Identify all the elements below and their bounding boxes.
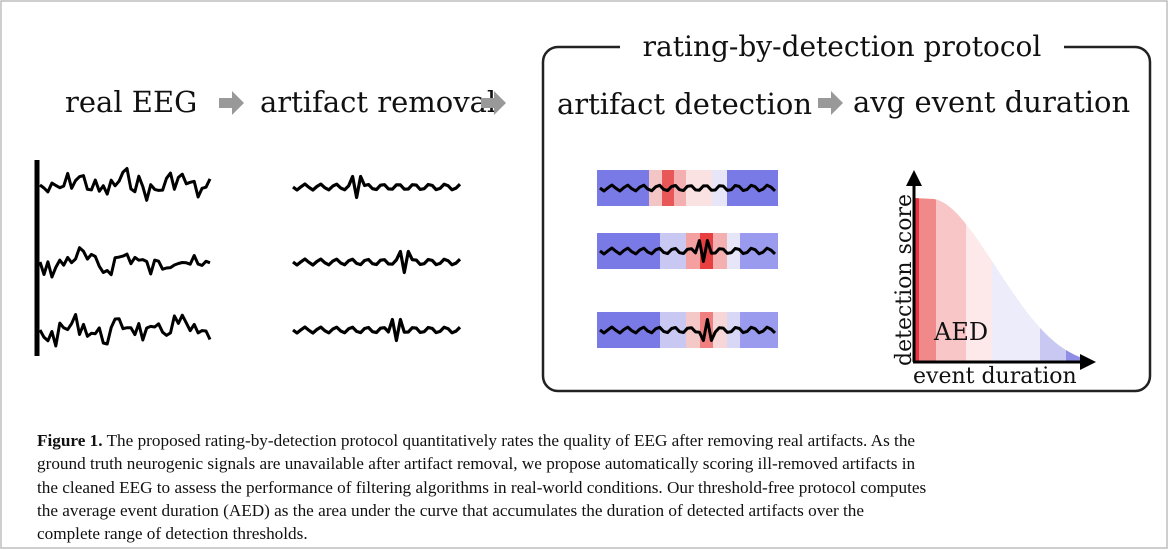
caption-line: ground truth neurogenic signals are unav… [37, 454, 916, 474]
heat-cell [662, 170, 674, 206]
area-band [914, 198, 919, 362]
arrows [219, 91, 843, 115]
caption-text: The proposed rating-by-detection protoco… [106, 431, 916, 450]
detect-trace [599, 239, 777, 263]
area-band [1040, 198, 1066, 362]
heat-cell [713, 233, 727, 269]
step-label: real EEG [65, 85, 197, 119]
caption-label: Figure 1. [37, 431, 103, 450]
clean-trace [292, 317, 462, 343]
x-arrow [1080, 354, 1096, 370]
step-label: artifact removal [260, 85, 496, 119]
area-band [992, 198, 1040, 362]
area-band [936, 198, 966, 362]
raw-trace [38, 246, 211, 279]
protocol-title: rating-by-detection protocol [643, 30, 1042, 63]
caption-line: the average event duration (AED) as the … [37, 500, 864, 520]
area-band [919, 198, 936, 362]
clean-trace [292, 249, 462, 275]
y-label: detection score [892, 194, 917, 366]
raw-trace [39, 167, 212, 202]
heat-cell [674, 170, 686, 206]
caption-line: the cleaned EEG to assess the performanc… [37, 477, 927, 497]
area-band [1066, 198, 1088, 362]
title-gap [620, 34, 1064, 60]
eeg-traces [38, 167, 462, 348]
step-label: artifact detection [557, 87, 812, 121]
detect-trace [599, 183, 777, 193]
area-label: AED [933, 318, 988, 346]
caption-line: complete range of detection thresholds. [37, 524, 308, 544]
heat-cell [713, 312, 727, 348]
step-label: avg event duration [853, 85, 1130, 119]
caption-line: Figure 1. The proposed rating-by-detecti… [37, 429, 926, 452]
caption: Figure 1. The proposed rating-by-detecti… [37, 429, 926, 545]
heatmaps [597, 170, 778, 348]
clean-trace [292, 174, 462, 200]
detect-trace [599, 318, 777, 342]
raw-trace [38, 313, 212, 348]
y-arrow [906, 170, 922, 186]
x-label: event duration [913, 364, 1077, 389]
heat-cell [712, 170, 727, 206]
